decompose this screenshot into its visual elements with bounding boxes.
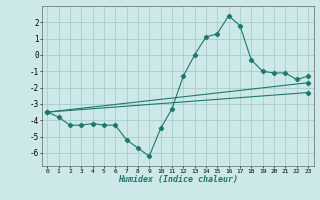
X-axis label: Humidex (Indice chaleur): Humidex (Indice chaleur) (118, 175, 237, 184)
